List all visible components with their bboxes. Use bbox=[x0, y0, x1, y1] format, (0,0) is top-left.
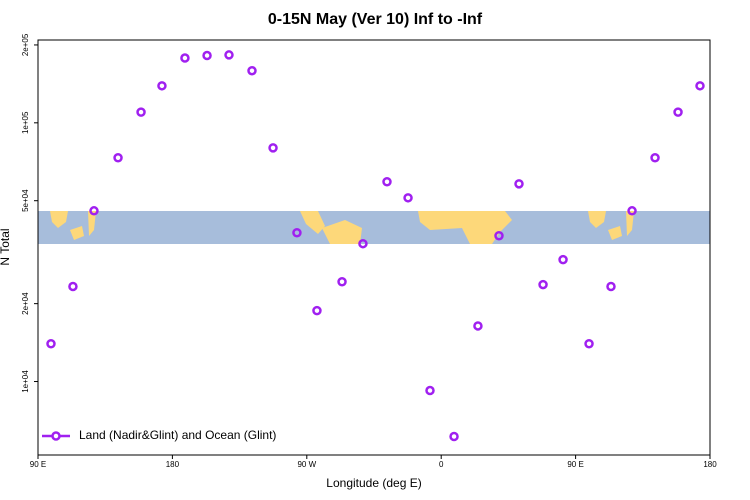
point bbox=[247, 65, 257, 76]
y-tick-label: 2e+04 bbox=[21, 292, 30, 315]
land bbox=[418, 211, 512, 244]
point bbox=[89, 206, 99, 216]
point bbox=[695, 81, 705, 91]
point bbox=[312, 305, 322, 316]
point bbox=[268, 143, 278, 153]
land bbox=[626, 211, 634, 236]
point bbox=[538, 279, 548, 290]
point bbox=[224, 50, 234, 60]
land bbox=[608, 226, 622, 240]
chart-title: 0-15N May (Ver 10) Inf to -Inf bbox=[268, 11, 483, 28]
point bbox=[627, 206, 637, 216]
point bbox=[449, 431, 459, 442]
point bbox=[425, 385, 435, 396]
map-band bbox=[38, 211, 710, 244]
point bbox=[382, 176, 392, 187]
legend-label: Land (Nadir&Glint) and Ocean (Glint) bbox=[79, 428, 276, 442]
point bbox=[337, 277, 347, 287]
point bbox=[558, 254, 568, 265]
land bbox=[50, 211, 68, 228]
point bbox=[584, 338, 594, 349]
x-tick-label: 0 bbox=[439, 460, 444, 469]
point bbox=[157, 81, 167, 91]
point bbox=[113, 152, 123, 163]
point bbox=[292, 227, 302, 238]
x-tick-label: 90 E bbox=[30, 460, 46, 469]
point bbox=[358, 238, 368, 249]
point bbox=[473, 321, 483, 331]
land bbox=[588, 211, 606, 228]
y-tick-label: 1e+04 bbox=[21, 370, 30, 393]
point bbox=[202, 50, 212, 61]
ocean bbox=[38, 211, 710, 244]
y-tick-label: 5e+04 bbox=[21, 189, 30, 212]
legend-marker bbox=[51, 431, 61, 441]
point bbox=[606, 281, 616, 292]
land bbox=[88, 211, 96, 236]
plot-frame bbox=[37, 39, 711, 456]
point bbox=[673, 107, 683, 117]
land bbox=[70, 226, 84, 240]
land bbox=[300, 211, 325, 234]
point bbox=[403, 193, 413, 203]
point bbox=[514, 179, 524, 189]
x-tick-label: 180 bbox=[703, 460, 717, 469]
x-tick-label: 90 W bbox=[297, 460, 316, 469]
point bbox=[180, 53, 190, 63]
x-axis-label: Longitude (deg E) bbox=[326, 476, 421, 490]
land bbox=[322, 220, 362, 244]
point bbox=[68, 281, 78, 292]
point bbox=[46, 338, 56, 349]
x-tick-label: 180 bbox=[166, 460, 180, 469]
point bbox=[136, 107, 146, 117]
y-tick-label: 2e+05 bbox=[21, 33, 30, 56]
point bbox=[650, 152, 660, 163]
point bbox=[494, 231, 504, 241]
x-tick-label: 90 E bbox=[567, 460, 583, 469]
y-tick-label: 1e+05 bbox=[21, 111, 30, 134]
y-axis-label: N Total bbox=[0, 228, 12, 265]
